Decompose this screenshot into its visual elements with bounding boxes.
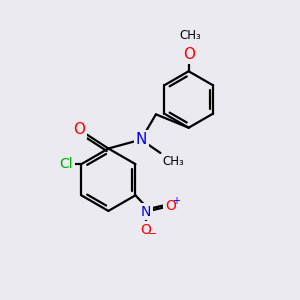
Text: N: N: [135, 132, 147, 147]
Text: O: O: [165, 199, 176, 213]
Text: CH₃: CH₃: [163, 155, 184, 168]
Text: O: O: [140, 223, 151, 236]
Text: +: +: [172, 196, 180, 206]
Text: O: O: [74, 122, 86, 137]
Text: O: O: [183, 47, 195, 62]
Text: CH₃: CH₃: [179, 29, 201, 42]
Text: N: N: [141, 205, 151, 219]
Text: Cl: Cl: [60, 157, 73, 171]
Text: −: −: [148, 229, 157, 239]
